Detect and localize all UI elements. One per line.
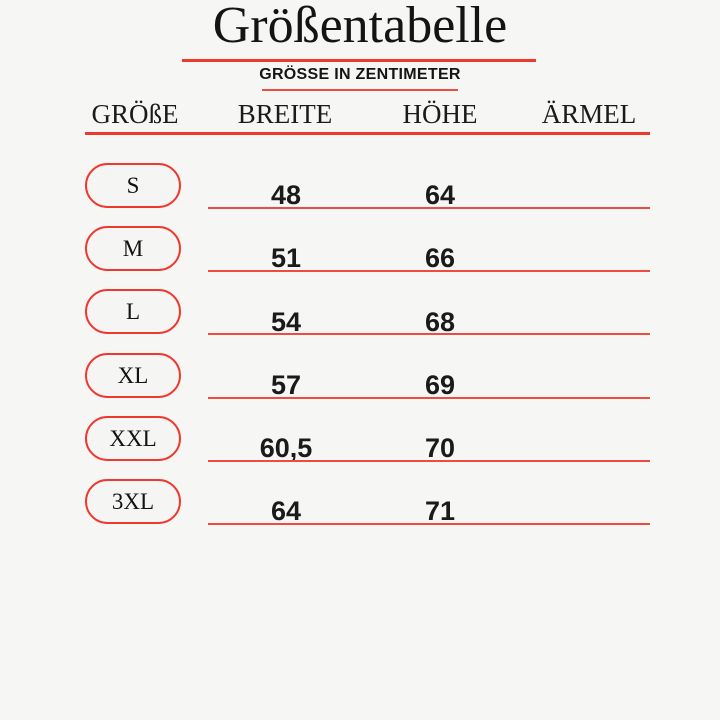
column-header-groesse: GRÖßE bbox=[91, 99, 179, 129]
column-header-hoehe: HÖHE bbox=[402, 99, 478, 129]
table-row: XXL 60,5 70 bbox=[0, 413, 720, 476]
table-row: 3XL 64 71 bbox=[0, 476, 720, 539]
row-underline bbox=[208, 396, 650, 399]
size-pill: L bbox=[85, 289, 181, 335]
column-header-breite: BREITE bbox=[237, 99, 333, 129]
row-underline bbox=[208, 270, 650, 273]
breite-value: 54 bbox=[270, 306, 302, 337]
row-underline bbox=[208, 459, 650, 462]
table-row: XL 57 69 bbox=[0, 350, 720, 413]
size-pill: M bbox=[85, 226, 181, 272]
breite-value: 57 bbox=[270, 369, 302, 400]
row-underline bbox=[208, 207, 650, 209]
subtitle-underline bbox=[262, 89, 458, 91]
hoehe-value: 69 bbox=[424, 369, 456, 400]
hoehe-value: 64 bbox=[424, 180, 456, 211]
page-title: Größentabelle bbox=[212, 0, 508, 54]
table-row: S 48 64 bbox=[0, 160, 720, 223]
header-underline bbox=[85, 132, 650, 135]
breite-value: 48 bbox=[270, 180, 302, 211]
hoehe-value: 66 bbox=[424, 243, 456, 274]
size-label: L bbox=[125, 299, 141, 325]
row-underline bbox=[208, 333, 650, 336]
table-body: S 48 64 M 51 66 L 54 68 XL 57 69 XXL bbox=[0, 160, 720, 539]
size-pill: 3XL bbox=[85, 478, 181, 524]
size-label: 3XL bbox=[111, 488, 155, 514]
hoehe-value: 71 bbox=[424, 496, 456, 527]
size-pill: XXL bbox=[85, 415, 181, 461]
table-row: L 54 68 bbox=[0, 286, 720, 349]
hoehe-value: 70 bbox=[424, 432, 456, 463]
size-pill: XL bbox=[85, 352, 181, 398]
breite-value: 60,5 bbox=[259, 432, 313, 463]
column-header-aermel: ÄRMEL bbox=[541, 99, 637, 129]
size-label: S bbox=[126, 173, 140, 198]
hoehe-value: 68 bbox=[424, 306, 456, 337]
size-label: M bbox=[122, 236, 144, 262]
size-pill: S bbox=[85, 163, 181, 208]
title-underline bbox=[182, 59, 536, 62]
row-underline bbox=[208, 522, 650, 525]
breite-value: 64 bbox=[270, 496, 302, 527]
subtitle: GRÖSSE IN ZENTIMETER bbox=[259, 66, 461, 83]
table-row: M 51 66 bbox=[0, 223, 720, 286]
breite-value: 51 bbox=[270, 243, 302, 274]
size-label: XXL bbox=[109, 425, 157, 451]
size-label: XL bbox=[117, 362, 149, 388]
